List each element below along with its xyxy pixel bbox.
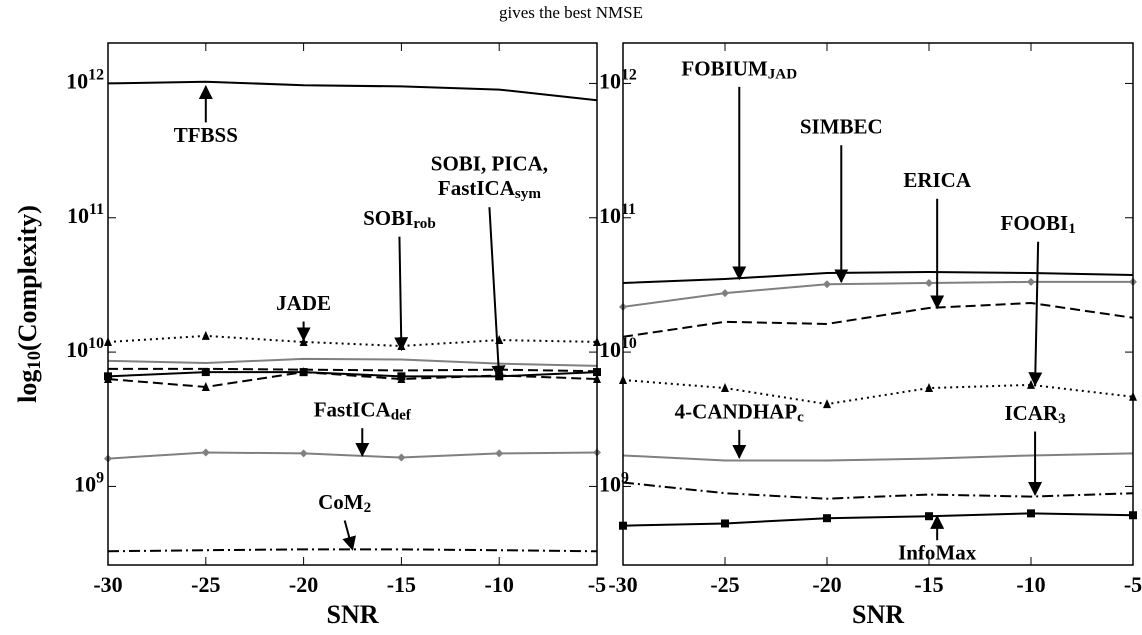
marker xyxy=(397,374,406,384)
x-tick-label: -20 xyxy=(289,572,318,597)
x-tick-label: -20 xyxy=(812,572,841,597)
x-tick-label: -25 xyxy=(710,572,739,597)
annotation-arrow xyxy=(1028,241,1043,387)
x-tick-label: -30 xyxy=(93,572,122,597)
marker xyxy=(1027,509,1035,518)
marker xyxy=(201,330,210,340)
series-line xyxy=(107,548,598,553)
marker xyxy=(495,449,504,458)
marker xyxy=(299,367,308,377)
marker xyxy=(823,399,831,409)
annotation-arrow xyxy=(342,520,356,551)
figure-title: gives the best NMSE xyxy=(499,3,643,22)
marker xyxy=(299,449,308,458)
annotation: SOBIrob xyxy=(363,206,436,232)
x-tick-label: -10 xyxy=(485,572,514,597)
x-tick-label: -5 xyxy=(588,572,606,597)
annotation-arrow xyxy=(488,207,506,380)
y-tick-label: 1010 xyxy=(66,336,104,363)
series-line xyxy=(622,280,1133,308)
y-tick-label: 1011 xyxy=(599,201,636,228)
marker xyxy=(397,453,406,462)
marker xyxy=(201,448,210,457)
marker xyxy=(201,368,210,377)
series-line xyxy=(107,357,598,367)
plot-frame xyxy=(107,42,598,566)
y-tick-label: 1012 xyxy=(599,67,637,94)
marker xyxy=(201,381,210,391)
marker xyxy=(823,514,831,523)
marker xyxy=(925,383,933,393)
annotation: CoM2 xyxy=(318,490,371,516)
marker xyxy=(823,280,831,289)
marker xyxy=(299,336,308,346)
marker xyxy=(925,512,933,521)
x-tick-label: -15 xyxy=(914,572,943,597)
marker xyxy=(721,383,729,393)
series-line xyxy=(622,301,1134,338)
annotation: JADE xyxy=(276,291,331,315)
annotation: InfoMax xyxy=(898,541,977,565)
plot-frame xyxy=(622,42,1134,566)
x-axis-label: SNR xyxy=(852,600,904,629)
marker xyxy=(721,289,729,298)
series-line xyxy=(107,80,598,102)
marker xyxy=(1027,277,1035,286)
annotation: SOBI, PICA, FastICAsym xyxy=(431,152,548,202)
marker xyxy=(925,278,933,287)
series-line xyxy=(107,451,598,460)
series-line xyxy=(622,378,1134,406)
annotation-arrow xyxy=(394,236,409,352)
y-axis-label: log10(Complexity) xyxy=(13,205,45,403)
annotation: FOOBI1 xyxy=(1001,211,1076,237)
y-tick-label: 109 xyxy=(599,470,629,497)
x-tick-label: -30 xyxy=(608,572,637,597)
x-tick-label: -25 xyxy=(191,572,220,597)
series-line xyxy=(622,512,1134,527)
annotation: ICAR3 xyxy=(1004,401,1066,427)
annotation: ERICA xyxy=(903,168,972,192)
y-tick-label: 109 xyxy=(74,470,104,497)
series-line xyxy=(622,481,1134,500)
annotation: FOBIUMJAD xyxy=(681,56,797,82)
y-tick-label: 1011 xyxy=(67,201,104,228)
marker xyxy=(721,519,729,528)
x-tick-label: -5 xyxy=(1124,572,1142,597)
x-tick-label: -10 xyxy=(1016,572,1045,597)
series-line xyxy=(107,334,598,348)
y-tick-label: 1012 xyxy=(66,67,104,94)
x-tick-label: -15 xyxy=(387,572,416,597)
annotation: 4-CANDHAPc xyxy=(675,399,804,425)
annotation: TFBSS xyxy=(174,123,238,147)
series-line xyxy=(107,371,598,388)
series-line xyxy=(108,367,598,373)
annotation: SIMBEC xyxy=(800,115,883,139)
annotation: FastICAdef xyxy=(314,398,412,424)
y-tick-label: 1010 xyxy=(599,336,637,363)
series-line xyxy=(622,452,1134,462)
series-line xyxy=(622,270,1134,284)
x-axis-label: SNR xyxy=(326,600,378,629)
